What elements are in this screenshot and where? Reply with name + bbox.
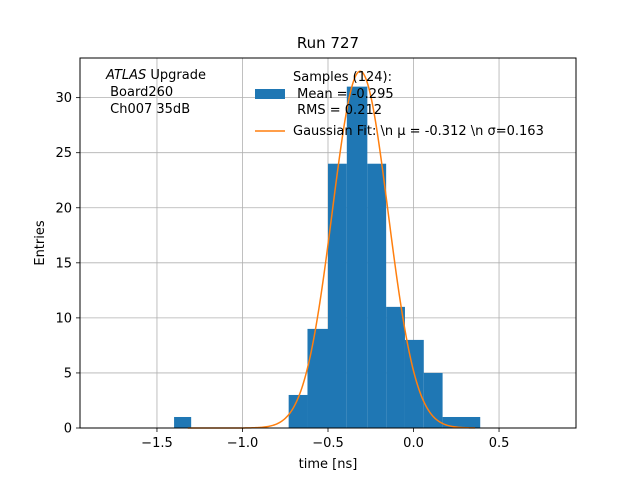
histogram-bar-3 <box>328 163 347 428</box>
atlas-label: ATLAS <box>105 68 146 83</box>
y-axis-ticks: 0 5 10 15 20 25 30 <box>55 91 80 437</box>
legend-samples-line-2: Mean = -0.295 <box>293 87 394 102</box>
annotation-line-1: ATLAS Upgrade <box>105 68 206 83</box>
legend-swatch-samples <box>255 89 285 99</box>
histogram-bar-5 <box>367 163 387 428</box>
histogram-bar-7 <box>404 339 424 428</box>
histogram-bar-4 <box>346 86 368 428</box>
histogram-bar-6 <box>386 306 405 428</box>
y-tick-label-2: 10 <box>55 311 72 326</box>
legend-samples-line-1: Samples (124): <box>293 70 392 85</box>
legend: Samples (124): Mean = -0.295 RMS = 0.212… <box>255 70 544 139</box>
y-tick-label-5: 25 <box>55 146 72 161</box>
histogram-bars <box>174 86 481 428</box>
histogram-bar-2 <box>307 328 328 428</box>
annotation-channel: Ch007 35dB <box>106 102 190 117</box>
chart-title: Run 727 <box>297 34 359 52</box>
x-axis-ticks: −1.5 −1.0 −0.5 0.0 0.5 <box>141 428 509 451</box>
upgrade-label: Upgrade <box>146 68 206 83</box>
x-tick-label-4: 0.5 <box>489 436 510 451</box>
y-tick-label-1: 5 <box>64 366 72 381</box>
histogram-bar-8 <box>423 372 443 428</box>
histogram-bar-1 <box>288 394 308 428</box>
annotation-board: Board260 <box>106 85 173 100</box>
x-tick-label-2: −0.5 <box>312 436 344 451</box>
x-tick-label-3: 0.0 <box>403 436 424 451</box>
x-tick-label-1: −1.0 <box>227 436 259 451</box>
y-tick-label-6: 30 <box>55 91 72 106</box>
legend-fit-label: Gaussian Fit: \n μ = -0.312 \n σ=0.163 <box>293 124 544 139</box>
x-tick-label-0: −1.5 <box>141 436 173 451</box>
y-tick-label-4: 20 <box>55 201 72 216</box>
y-tick-label-0: 0 <box>64 422 72 437</box>
atlas-annotation: ATLAS Upgrade Board260 Ch007 35dB <box>105 68 206 117</box>
legend-samples-line-3: RMS = 0.212 <box>293 103 382 118</box>
y-tick-label-3: 15 <box>55 256 72 271</box>
histogram-bar-9 <box>442 416 481 428</box>
x-axis-label: time [ns] <box>299 457 358 472</box>
y-axis-label: Entries <box>33 220 48 266</box>
histogram-bar-0 <box>174 416 192 428</box>
